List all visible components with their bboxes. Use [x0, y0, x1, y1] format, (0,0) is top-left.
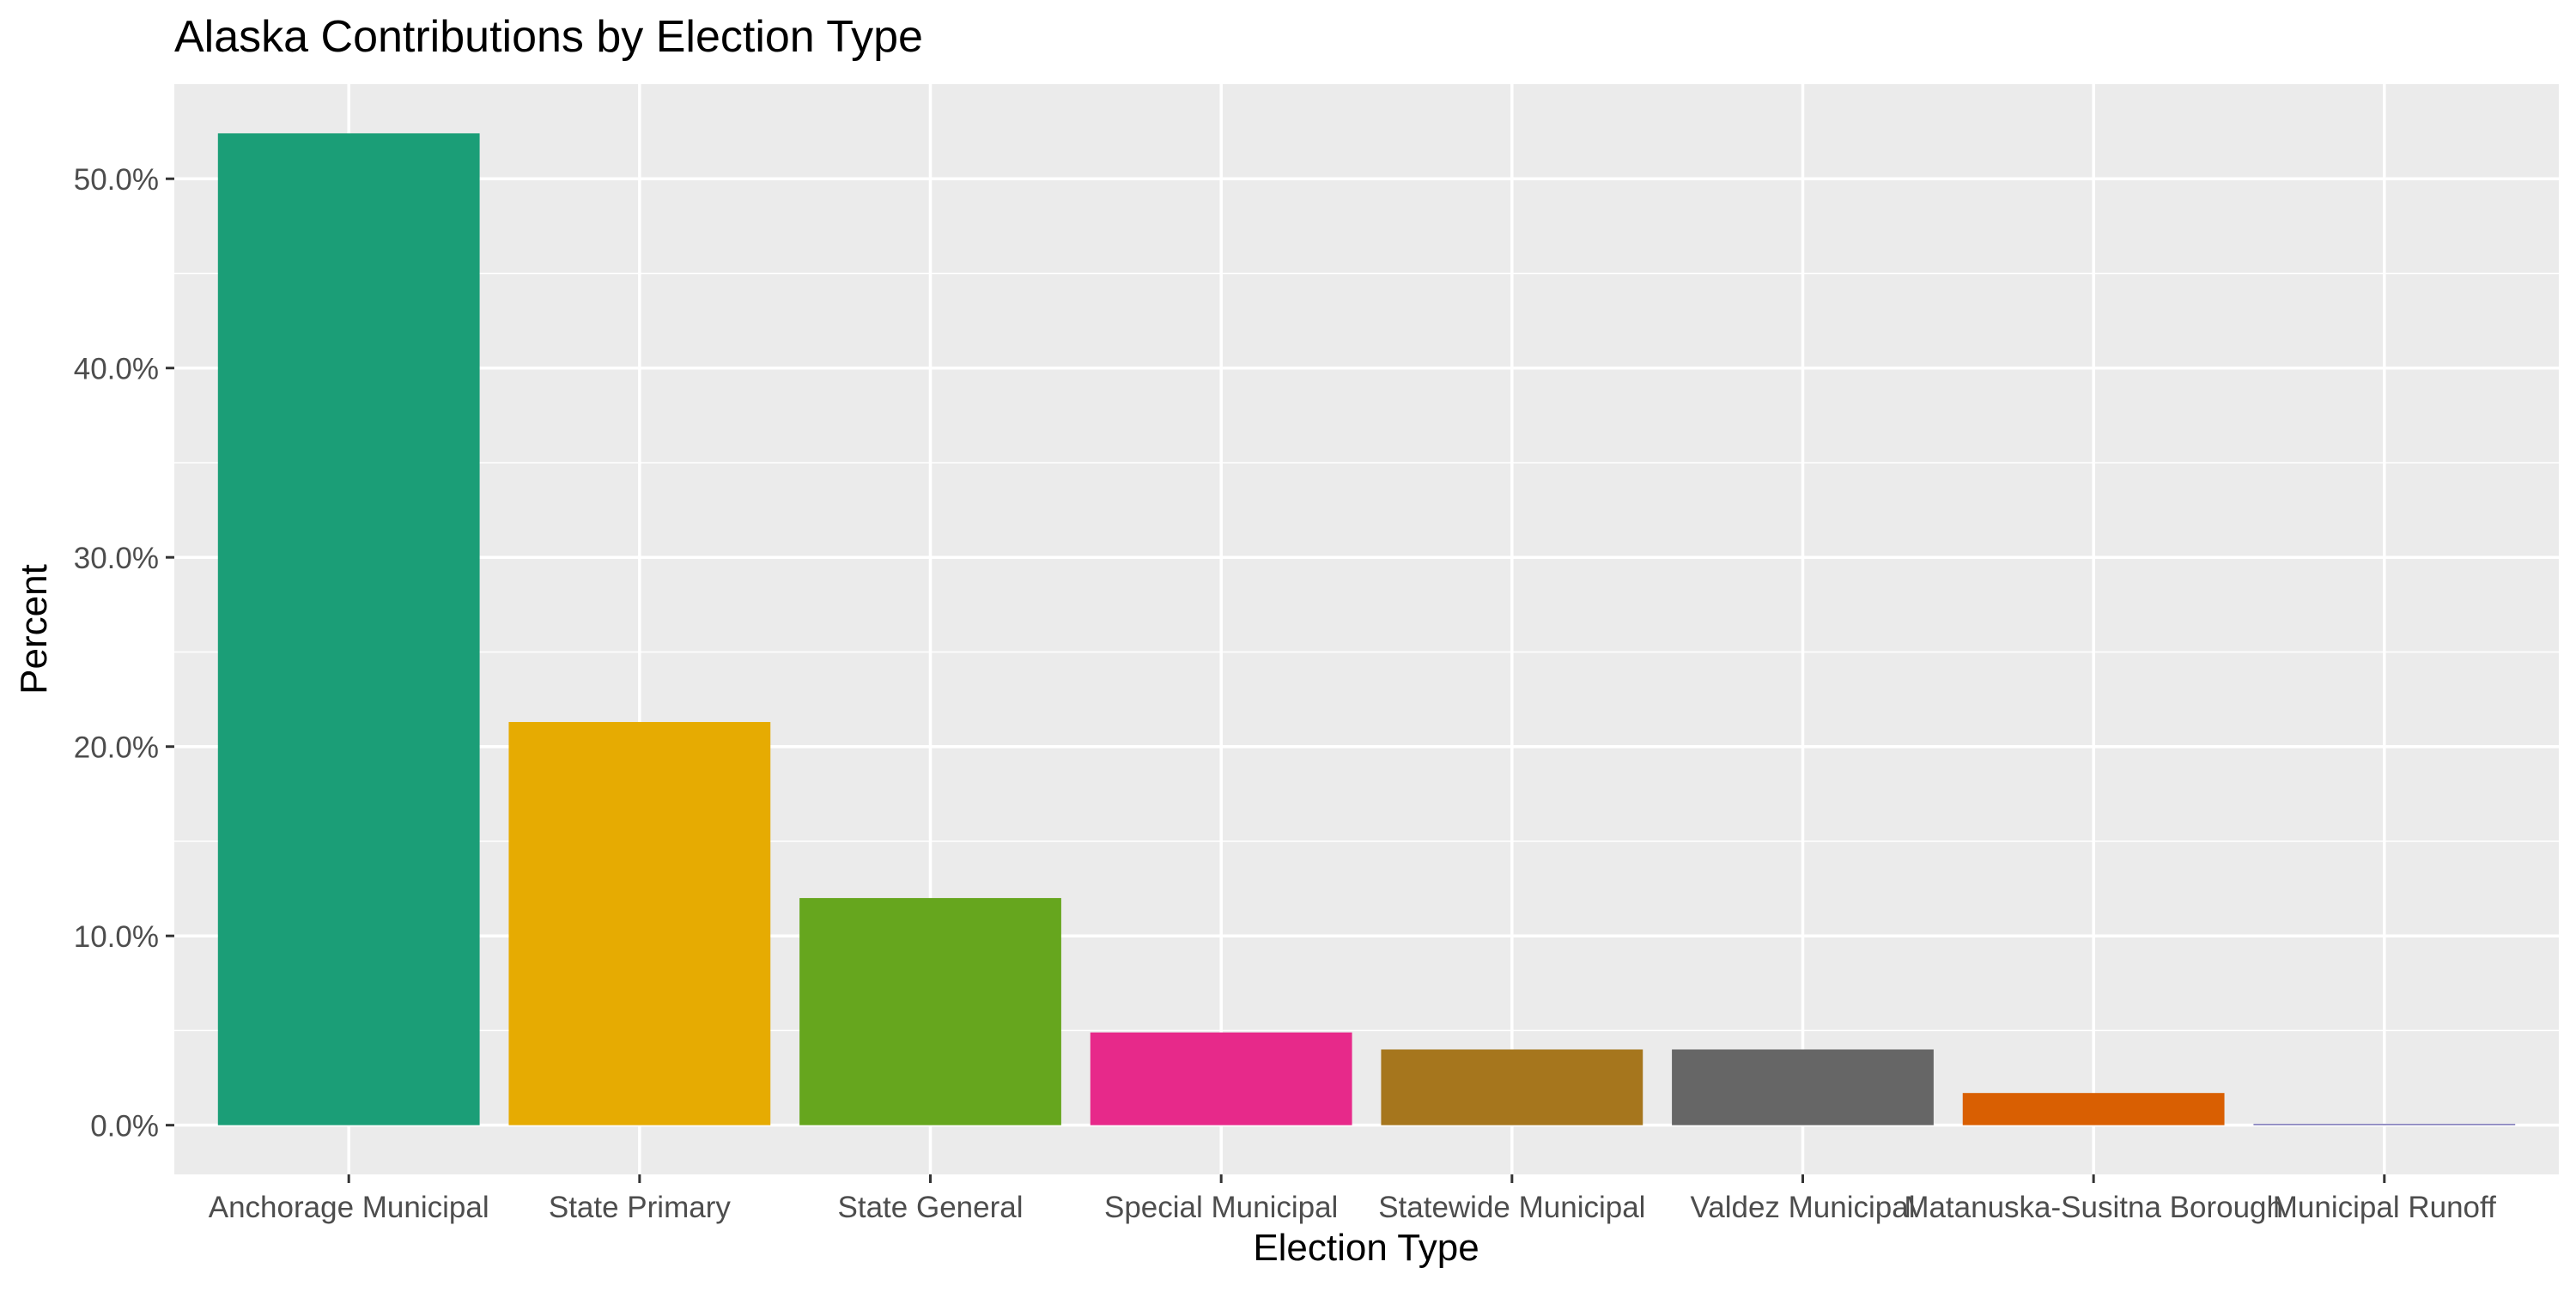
x-tick-label: Statewide Municipal	[1378, 1191, 1645, 1224]
y-tick-label: 10.0%	[74, 920, 159, 954]
x-tick-label: Special Municipal	[1104, 1191, 1338, 1224]
y-tick-label: 30.0%	[74, 542, 159, 575]
chart-title: Alaska Contributions by Election Type	[174, 12, 923, 62]
y-axis: 0.0% 10.0% 20.0% 30.0% 40.0% 50.0%	[74, 163, 174, 1143]
bar	[1672, 1049, 1934, 1125]
bars	[217, 133, 2516, 1125]
bar	[799, 898, 1061, 1125]
bar	[508, 722, 771, 1125]
x-tick-label: Matanuska-Susitna Borough	[1904, 1191, 2283, 1224]
x-axis: Anchorage Municipal State Primary State Ge…	[209, 1174, 2496, 1224]
y-tick-label: 40.0%	[74, 353, 159, 386]
bar	[1090, 1032, 1352, 1125]
x-tick-label: Valdez Municipal	[1690, 1191, 1915, 1224]
x-tick-label: Municipal Runoff	[2273, 1191, 2496, 1224]
bar	[1962, 1093, 2225, 1125]
x-tick-label: State Primary	[549, 1191, 731, 1224]
y-axis-title: Percent	[13, 564, 55, 695]
x-tick-label: State General	[838, 1191, 1024, 1224]
bar	[1381, 1049, 1643, 1125]
bar	[217, 133, 480, 1125]
bar	[2253, 1124, 2516, 1125]
y-tick-label: 20.0%	[74, 731, 159, 765]
y-tick-label: 50.0%	[74, 163, 159, 197]
x-axis-title: Election Type	[1253, 1227, 1479, 1269]
y-tick-label: 0.0%	[90, 1110, 159, 1143]
x-tick-label: Anchorage Municipal	[209, 1191, 489, 1224]
